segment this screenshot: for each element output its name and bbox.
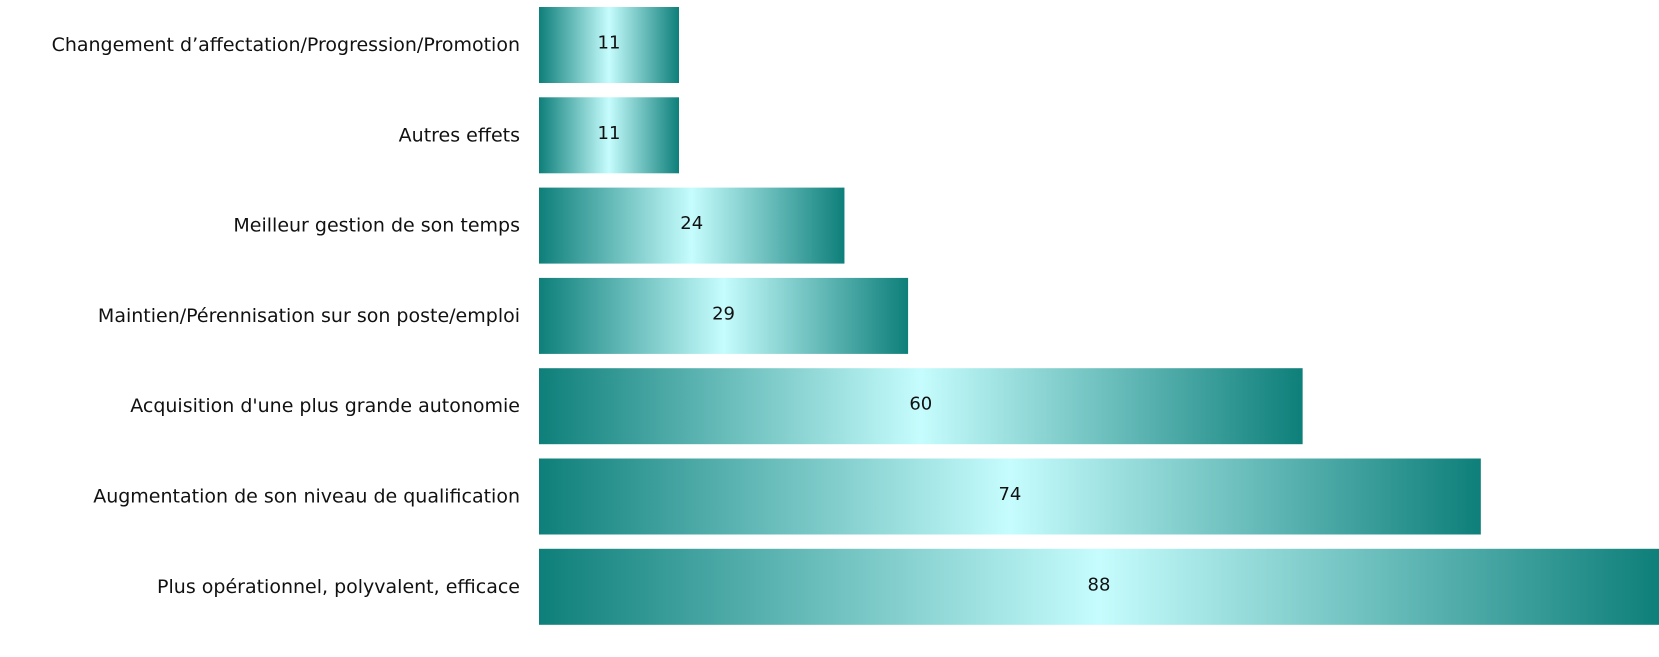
bar [539, 97, 679, 174]
category-label: Changement d’affectation/Progression/Pro… [52, 34, 520, 56]
bar [539, 277, 909, 354]
value-labels: 11 11 24 29 60 74 88 [598, 33, 1111, 596]
bar [539, 458, 1481, 535]
bar [539, 187, 845, 264]
category-label: Autres effets [399, 124, 520, 146]
category-label: Maintien/Pérennisation sur son poste/emp… [98, 305, 520, 327]
data-label: 29 [712, 303, 735, 324]
category-labels: Changement d’affectation/Progression/Pro… [52, 34, 520, 598]
category-label: Augmentation de son niveau de qualificat… [93, 486, 520, 508]
data-label: 11 [598, 123, 621, 144]
data-label: 74 [998, 484, 1021, 505]
data-label: 60 [909, 394, 932, 415]
bar [539, 368, 1303, 445]
bars [539, 7, 1659, 625]
category-label: Plus opérationnel, polyvalent, efficace [157, 576, 520, 598]
data-label: 24 [680, 213, 703, 234]
bar [539, 7, 679, 83]
bar [539, 548, 1659, 625]
data-label: 88 [1088, 574, 1111, 595]
category-label: Meilleur gestion de son temps [233, 215, 520, 237]
data-label: 11 [598, 33, 621, 54]
category-label: Acquisition d'une plus grande autonomie [130, 395, 520, 417]
